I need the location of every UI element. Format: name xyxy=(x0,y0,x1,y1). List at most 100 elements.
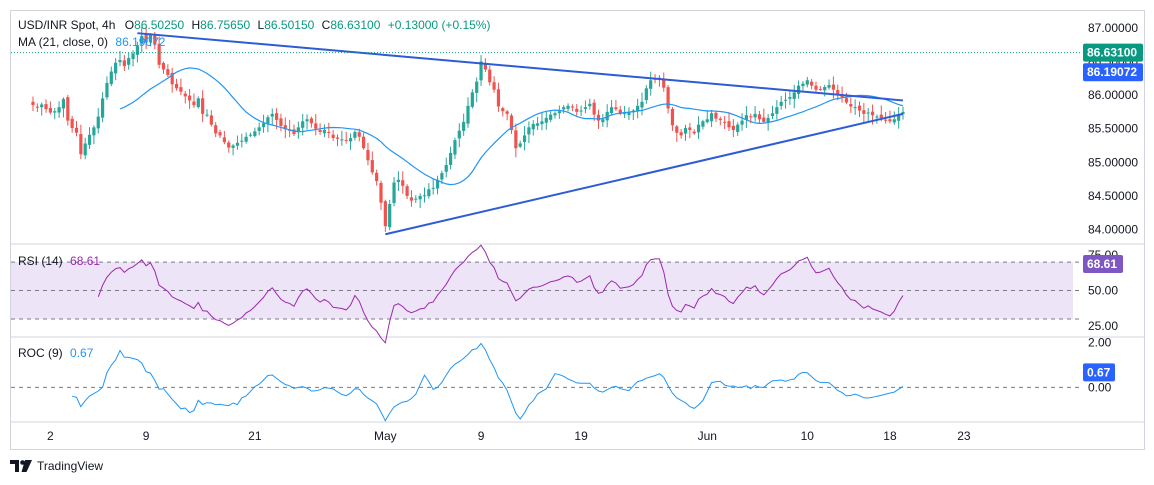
candle[interactable] xyxy=(683,128,688,134)
candle[interactable] xyxy=(444,164,448,172)
candle[interactable] xyxy=(196,98,200,108)
candle[interactable] xyxy=(218,132,222,136)
candle[interactable] xyxy=(488,69,492,83)
candle[interactable] xyxy=(831,84,835,90)
candle[interactable] xyxy=(322,130,327,134)
candle[interactable] xyxy=(44,104,48,110)
candle[interactable] xyxy=(188,95,192,101)
candle[interactable] xyxy=(736,124,740,132)
candle[interactable] xyxy=(679,132,683,136)
chart-canvas[interactable]: 87.0000086.5000086.0000085.5000085.00000… xyxy=(11,11,1144,449)
candle[interactable] xyxy=(266,117,270,124)
candle[interactable] xyxy=(418,195,422,200)
candle[interactable] xyxy=(357,132,361,137)
candle[interactable] xyxy=(823,86,827,91)
candle[interactable] xyxy=(240,140,244,142)
candle[interactable] xyxy=(253,131,257,136)
candle[interactable] xyxy=(422,195,427,197)
candle[interactable] xyxy=(248,134,253,136)
candle[interactable] xyxy=(148,34,153,43)
candle[interactable] xyxy=(818,88,822,90)
candle[interactable] xyxy=(383,201,387,227)
candle[interactable] xyxy=(649,80,653,89)
candle[interactable] xyxy=(431,187,435,189)
candle[interactable] xyxy=(475,81,479,93)
candle[interactable] xyxy=(623,113,627,115)
candle[interactable] xyxy=(205,114,209,116)
candle[interactable] xyxy=(744,115,748,120)
candle[interactable] xyxy=(327,131,331,133)
candle[interactable] xyxy=(244,136,248,142)
candle[interactable] xyxy=(449,152,453,165)
candle[interactable] xyxy=(114,62,118,74)
candle[interactable] xyxy=(783,99,788,101)
candle[interactable] xyxy=(388,203,392,228)
candle[interactable] xyxy=(257,127,261,131)
candle[interactable] xyxy=(492,82,496,90)
candle[interactable] xyxy=(531,123,535,130)
candle[interactable] xyxy=(122,60,126,67)
candle[interactable] xyxy=(270,113,274,117)
candle[interactable] xyxy=(562,107,566,110)
ma-line[interactable] xyxy=(119,67,904,186)
candle[interactable] xyxy=(762,117,766,122)
candle[interactable] xyxy=(540,121,544,125)
candle[interactable] xyxy=(696,124,701,133)
candle[interactable] xyxy=(692,131,696,134)
candle[interactable] xyxy=(549,114,553,120)
candle[interactable] xyxy=(509,115,514,131)
lower-trendline[interactable] xyxy=(385,112,904,236)
candle[interactable] xyxy=(157,43,161,65)
candle[interactable] xyxy=(527,127,531,135)
candle[interactable] xyxy=(409,197,414,201)
candle[interactable] xyxy=(814,85,818,90)
candle[interactable] xyxy=(179,87,183,92)
tradingview-brand[interactable]: TradingView xyxy=(10,459,103,473)
candle[interactable] xyxy=(435,179,440,189)
candle[interactable] xyxy=(279,118,283,126)
candle[interactable] xyxy=(174,83,179,89)
candle[interactable] xyxy=(536,123,540,126)
candle[interactable] xyxy=(718,118,722,120)
candle[interactable] xyxy=(731,125,735,131)
candle[interactable] xyxy=(379,183,383,203)
candle[interactable] xyxy=(301,121,305,128)
candle[interactable] xyxy=(592,102,596,115)
candle[interactable] xyxy=(879,114,883,118)
candle[interactable] xyxy=(701,121,705,127)
candle[interactable] xyxy=(779,101,783,106)
candle[interactable] xyxy=(227,142,231,148)
candle[interactable] xyxy=(836,90,840,94)
candle[interactable] xyxy=(348,138,353,142)
candle[interactable] xyxy=(514,130,518,149)
candle[interactable] xyxy=(153,35,157,45)
candle[interactable] xyxy=(31,101,35,106)
candle[interactable] xyxy=(309,118,313,124)
candle[interactable] xyxy=(131,53,135,60)
candle[interactable] xyxy=(797,85,801,94)
candle[interactable] xyxy=(862,110,866,114)
candle[interactable] xyxy=(888,119,892,122)
candle[interactable] xyxy=(583,107,588,109)
candle[interactable] xyxy=(662,78,666,88)
candle[interactable] xyxy=(614,107,618,110)
candle[interactable] xyxy=(775,107,779,114)
candle[interactable] xyxy=(810,81,814,86)
candle[interactable] xyxy=(714,112,718,119)
candle[interactable] xyxy=(74,127,79,133)
candle[interactable] xyxy=(588,103,592,107)
candle[interactable] xyxy=(192,101,196,106)
candle[interactable] xyxy=(40,104,44,108)
candle[interactable] xyxy=(670,108,675,126)
candle[interactable] xyxy=(870,111,875,116)
candle[interactable] xyxy=(875,116,879,118)
candle[interactable] xyxy=(87,134,92,145)
candle[interactable] xyxy=(331,134,335,139)
candle[interactable] xyxy=(766,117,770,123)
candle[interactable] xyxy=(544,117,548,123)
candle[interactable] xyxy=(705,119,709,123)
candle[interactable] xyxy=(666,87,670,109)
candle[interactable] xyxy=(710,113,714,122)
candle[interactable] xyxy=(214,125,218,134)
candle[interactable] xyxy=(462,121,466,131)
